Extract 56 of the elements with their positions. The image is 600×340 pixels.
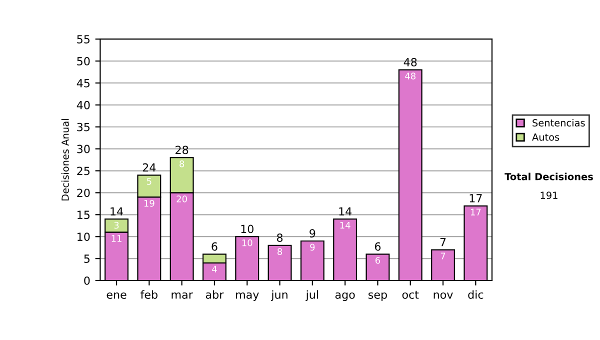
y-tick-label: 55: [77, 35, 90, 44]
x-tick-label: ago: [335, 292, 355, 301]
data-label: 48: [405, 72, 416, 80]
total-label: 14: [339, 207, 352, 216]
data-label: 17: [470, 208, 481, 216]
y-tick-label: 30: [77, 144, 90, 154]
data-label: 14: [340, 222, 350, 229]
y-tick-label: 45: [76, 79, 90, 88]
y-tick-label: 20: [77, 188, 90, 198]
x-tick-label: feb: [140, 290, 158, 299]
legend-label: Sentencias: [532, 118, 585, 127]
total-label: 6: [374, 242, 381, 251]
total-label: 24: [142, 163, 156, 172]
x-tick-label: may: [236, 292, 259, 301]
total-label: 6: [212, 242, 218, 251]
data-label: 11: [112, 235, 122, 242]
y-tick-label: 40: [76, 100, 90, 110]
x-tick-label: sep: [368, 292, 387, 301]
data-label: 3: [114, 222, 119, 229]
x-tick-label: jun: [270, 290, 288, 301]
data-label: 7: [440, 252, 446, 260]
total-label: 14: [110, 207, 123, 216]
y-tick-label: 0: [84, 276, 90, 285]
data-label: 9: [310, 244, 315, 251]
total-label: 10: [241, 224, 254, 234]
y-tick-label: 5: [84, 254, 90, 263]
x-tick-label: ene: [106, 292, 126, 299]
y-tick-label: 50: [77, 57, 90, 66]
x-tick-label: abr: [206, 290, 224, 299]
total-label: 9: [310, 229, 316, 238]
data-label: 5: [147, 178, 152, 185]
text: 191: [540, 192, 558, 199]
total-label: 28: [176, 146, 188, 154]
y-tick-label: 15: [78, 210, 90, 220]
total-label: 7: [440, 238, 446, 246]
y-axis-title: Decisiones Anual: [61, 119, 69, 200]
legend-label: Autos: [532, 134, 560, 141]
x-tick-label: jul: [306, 290, 318, 301]
data-label: 8: [180, 160, 184, 168]
text: Total Decisiones: [504, 172, 593, 180]
data-label: 8: [278, 248, 282, 256]
total-label: 48: [404, 58, 417, 66]
y-tick-label: 10: [78, 232, 90, 241]
y-tick-label: 35: [77, 122, 90, 132]
data-label: 6: [375, 256, 380, 264]
x-tick-label: nov: [434, 292, 453, 299]
data-label: 4: [212, 266, 217, 272]
x-tick-label: mar: [172, 292, 193, 299]
total-label: 17: [470, 194, 482, 202]
x-tick-label: dic: [468, 290, 484, 299]
data-label: 10: [242, 239, 252, 246]
x-tick-label: oct: [402, 290, 419, 299]
y-tick-label: 25: [77, 166, 90, 176]
data-label: 20: [176, 196, 187, 202]
data-label: 19: [144, 200, 154, 207]
total-label: 8: [276, 234, 283, 242]
